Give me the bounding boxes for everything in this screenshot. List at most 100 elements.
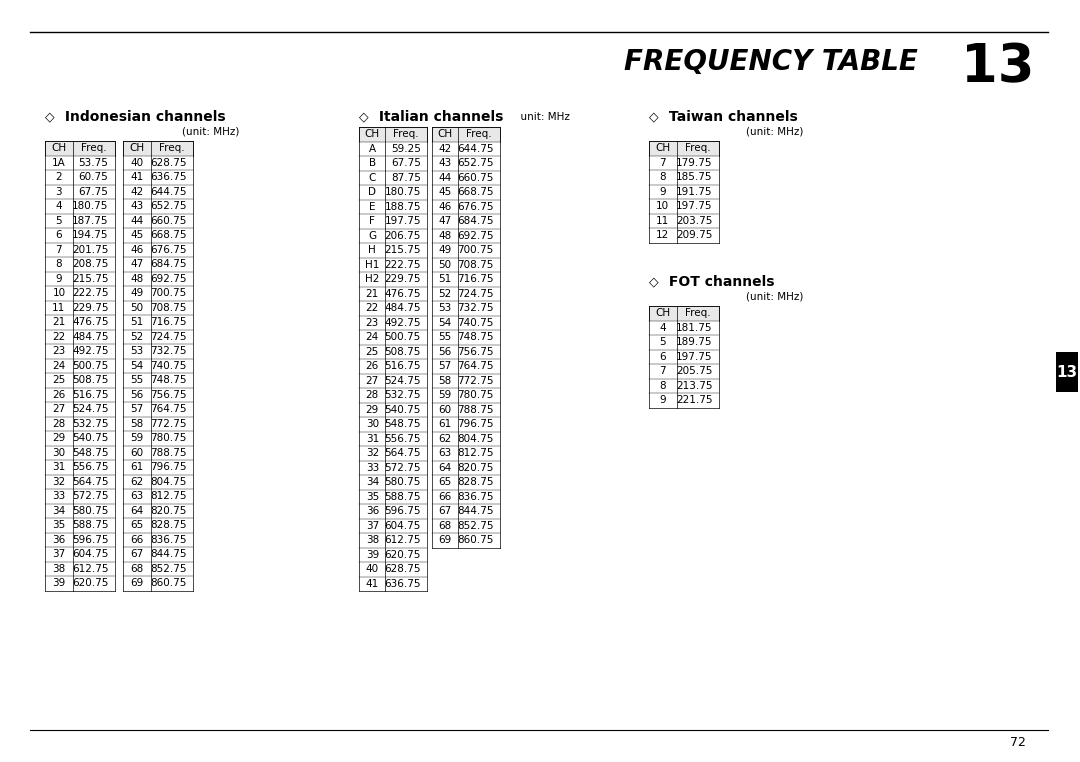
Text: C: C (368, 173, 376, 183)
Text: 500.75: 500.75 (72, 360, 108, 371)
Text: 21: 21 (366, 289, 379, 299)
Text: 12: 12 (657, 230, 670, 240)
Text: 46: 46 (130, 245, 144, 255)
Text: 684.75: 684.75 (457, 216, 494, 226)
Text: 48: 48 (438, 231, 451, 241)
Text: 580.75: 580.75 (384, 477, 421, 487)
Text: 42: 42 (130, 187, 144, 197)
Text: 54: 54 (130, 360, 144, 371)
Text: 55: 55 (130, 375, 144, 386)
Text: 29: 29 (52, 434, 66, 443)
Text: 72: 72 (1010, 735, 1026, 748)
Bar (123, 460, 192, 475)
Bar (360, 142, 428, 156)
Text: 7: 7 (660, 158, 666, 168)
Bar (649, 199, 718, 213)
Text: 187.75: 187.75 (72, 216, 108, 226)
Bar (360, 504, 428, 518)
Bar (360, 577, 428, 591)
Text: 34: 34 (52, 506, 66, 516)
Text: 668.75: 668.75 (457, 187, 494, 197)
Text: 43: 43 (130, 201, 144, 211)
Text: 35: 35 (366, 491, 379, 501)
Bar (432, 127, 500, 142)
Text: CH: CH (656, 143, 671, 153)
Text: 64: 64 (130, 506, 144, 516)
Text: 676.75: 676.75 (150, 245, 187, 255)
Text: 63: 63 (438, 448, 451, 458)
Bar (432, 533, 500, 548)
Bar (45, 213, 114, 228)
Text: (unit: MHz): (unit: MHz) (746, 291, 804, 301)
Bar (649, 364, 718, 379)
Bar (432, 460, 500, 475)
Text: 27: 27 (52, 405, 66, 415)
Bar (432, 156, 500, 171)
Text: 796.75: 796.75 (150, 463, 187, 472)
Text: 828.75: 828.75 (457, 477, 494, 487)
Bar (123, 286, 192, 300)
Bar (123, 344, 192, 358)
Text: 31: 31 (366, 434, 379, 443)
Text: CH: CH (130, 143, 145, 153)
Text: 34: 34 (366, 477, 379, 487)
Text: 69: 69 (438, 535, 451, 546)
Bar (432, 417, 500, 431)
Text: 59.25: 59.25 (391, 144, 421, 154)
Bar (360, 315, 428, 330)
Bar (432, 504, 500, 518)
Text: 796.75: 796.75 (457, 419, 494, 429)
Text: 564.75: 564.75 (384, 448, 421, 458)
Bar (45, 271, 114, 286)
Text: H2: H2 (365, 274, 379, 284)
Bar (45, 300, 114, 315)
Text: 764.75: 764.75 (150, 405, 187, 415)
Text: ◇: ◇ (649, 276, 659, 289)
Bar (45, 446, 114, 460)
Bar (360, 417, 428, 431)
Bar (360, 287, 428, 301)
Text: 580.75: 580.75 (72, 506, 108, 516)
Bar (649, 306, 718, 321)
Text: 588.75: 588.75 (384, 491, 421, 501)
Bar (123, 402, 192, 417)
Text: CH: CH (656, 309, 671, 319)
Text: 764.75: 764.75 (457, 361, 494, 371)
Bar (123, 489, 192, 504)
Bar (360, 562, 428, 577)
Text: 45: 45 (438, 187, 451, 197)
Text: 532.75: 532.75 (384, 390, 421, 400)
Text: 500.75: 500.75 (384, 332, 421, 342)
Text: 55: 55 (438, 332, 451, 342)
Text: 28: 28 (52, 419, 66, 429)
Text: 180.75: 180.75 (384, 187, 421, 197)
Text: 67.75: 67.75 (79, 187, 108, 197)
Bar (360, 229, 428, 243)
Text: 9: 9 (660, 187, 666, 197)
Text: 596.75: 596.75 (384, 506, 421, 516)
Text: Freq.: Freq. (159, 143, 185, 153)
Text: 87.75: 87.75 (391, 173, 421, 183)
Text: 191.75: 191.75 (676, 187, 713, 197)
Text: 61: 61 (438, 419, 451, 429)
Bar (360, 359, 428, 373)
Text: 188.75: 188.75 (384, 202, 421, 212)
Text: 23: 23 (366, 318, 379, 328)
Text: 708.75: 708.75 (458, 260, 494, 270)
Text: 620.75: 620.75 (72, 578, 108, 588)
Text: E: E (369, 202, 376, 212)
Text: 652.75: 652.75 (457, 158, 494, 168)
Text: CH: CH (52, 143, 67, 153)
Bar (649, 228, 718, 242)
Text: 37: 37 (52, 549, 66, 559)
Text: 39: 39 (366, 549, 379, 560)
Text: 26: 26 (366, 361, 379, 371)
Text: 644.75: 644.75 (150, 187, 187, 197)
Text: 56: 56 (438, 347, 451, 357)
Bar (360, 533, 428, 548)
Text: 59: 59 (130, 434, 144, 443)
Bar (45, 199, 114, 213)
Text: Italian channels: Italian channels (375, 110, 503, 124)
Text: 209.75: 209.75 (676, 230, 713, 240)
Bar (432, 243, 500, 258)
